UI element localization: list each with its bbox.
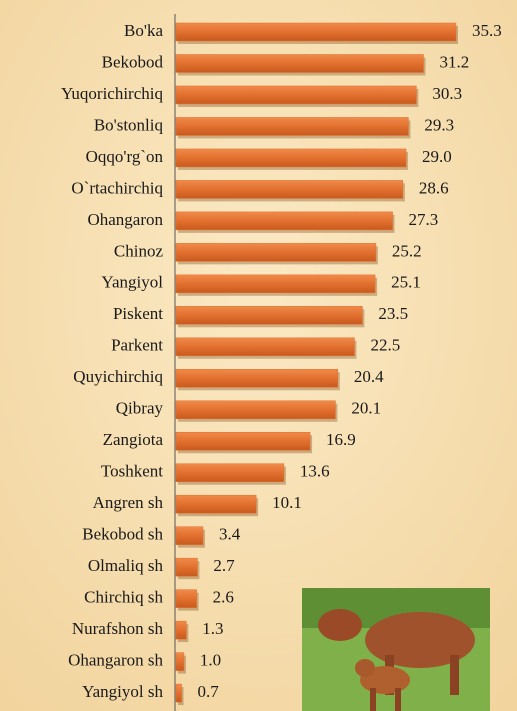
photo [302,588,490,711]
bar [176,212,393,230]
value-label: 0.7 [198,682,220,701]
category-label: Ohangaron sh [68,651,163,670]
value-label: 1.3 [202,619,223,638]
category-label: Yuqorichirchiq [61,84,163,103]
value-label: 23.5 [378,304,408,323]
category-label: Yangiyol sh [82,682,163,701]
bar [176,149,406,167]
bar [176,369,338,387]
bar [176,86,416,104]
value-label: 29.0 [422,147,452,166]
category-label: Parkent [111,336,163,355]
value-label: 29.3 [424,115,454,134]
value-label: 3.4 [219,525,241,544]
bar [176,338,354,356]
category-label: Yangiyol [101,273,163,292]
value-label: 27.3 [409,210,439,229]
category-label: Bekobod [102,52,164,71]
bar [176,590,197,608]
category-label: Quyichirchiq [73,367,163,386]
value-label: 1.0 [200,651,221,670]
category-label: Oqqo'rg`on [86,147,164,166]
value-label: 31.2 [439,52,469,71]
value-label: 2.7 [213,556,235,575]
value-label: 16.9 [326,430,356,449]
bar [176,653,184,671]
value-label: 13.6 [300,462,330,481]
value-label: 22.5 [370,336,400,355]
value-label: 35.3 [472,21,502,40]
category-label: Bekobod sh [82,525,163,544]
value-label: 30.3 [432,84,462,103]
value-label: 10.1 [272,493,302,512]
bar [176,464,284,482]
value-label: 2.6 [213,588,234,607]
bar [176,275,375,293]
category-label: Zangiota [103,430,164,449]
category-label: Bo'ka [124,21,163,40]
category-label: Toshkent [101,462,163,481]
bar [176,621,186,639]
bar [176,180,403,198]
chart: Bo'ka 35.3 Bekobod 31.2 Yuqorichirchiq 30.3 Bo… [0,0,517,711]
category-label: Bo'stonliq [94,115,164,134]
bar [176,401,335,419]
category-label: Nurafshon sh [72,619,164,638]
value-label: 25.1 [391,273,421,292]
value-label: 20.1 [351,399,381,418]
bar [176,432,310,450]
category-label: Qibray [116,399,164,418]
bar [176,54,423,72]
category-label: Chinoz [114,241,164,260]
value-label: 20.4 [354,367,384,386]
bar [176,23,456,41]
bar [176,243,376,261]
bar [176,306,362,324]
bar [176,117,408,135]
bar [176,684,182,702]
bar [176,527,203,545]
bar [176,558,197,576]
bar [176,495,256,513]
category-label: Piskent [113,304,163,323]
value-label: 28.6 [419,178,449,197]
category-label: Angren sh [93,493,164,512]
category-label: O`rtachirchiq [71,178,163,197]
value-label: 25.2 [392,241,422,260]
category-label: Olmaliq sh [88,556,164,575]
category-label: Chirchiq sh [84,588,163,607]
category-label: Ohangaron [87,210,163,229]
